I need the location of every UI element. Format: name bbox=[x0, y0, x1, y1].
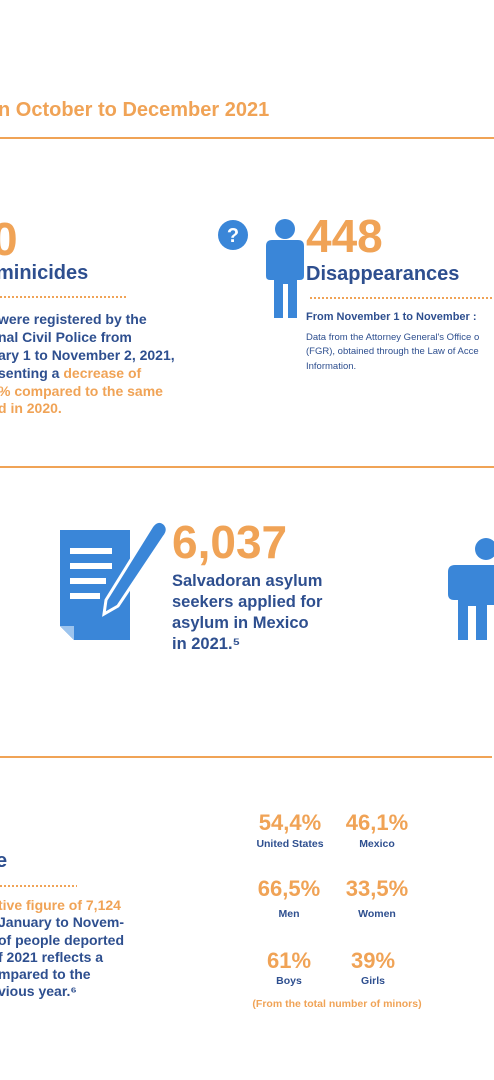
femicides-text: nal Civil Police from bbox=[0, 329, 132, 345]
stat-label: Mexico bbox=[359, 838, 395, 850]
document-icon bbox=[60, 519, 169, 640]
asylum-text: asylum in Mexico bbox=[172, 614, 309, 632]
stat-value: 46,1% bbox=[346, 810, 408, 835]
deportations-label: e bbox=[0, 850, 7, 872]
stat-note: (From the total number of minors) bbox=[252, 998, 421, 1010]
person-icon bbox=[266, 219, 304, 318]
femicides-text: % compared to the same bbox=[0, 383, 163, 399]
deportations-text: of people deported bbox=[0, 932, 124, 948]
asylum-text: Salvadoran asylum bbox=[172, 572, 322, 590]
femicides-text: senting a decrease of bbox=[0, 365, 142, 381]
stat-label: Girls bbox=[361, 975, 385, 987]
femicides-number: 0 bbox=[0, 213, 18, 265]
deportations-text: mpared to the bbox=[0, 966, 91, 982]
disappearances-source: (FGR), obtained through the Law of Acce bbox=[306, 346, 479, 357]
text-span: senting a bbox=[0, 365, 63, 381]
stat-label: Men bbox=[279, 908, 300, 920]
femicides-text: d in 2020. bbox=[0, 400, 62, 416]
disappearances-source: Information. bbox=[306, 361, 356, 372]
stat-value: 39% bbox=[351, 948, 395, 973]
person-icon bbox=[448, 538, 494, 640]
femicides-label: minicides bbox=[0, 262, 88, 284]
disappearances-number: 448 bbox=[306, 210, 383, 262]
disappearances-label: Disappearances bbox=[306, 263, 459, 285]
deportations-text: tive figure of 7,124 bbox=[0, 897, 121, 913]
stat-value: 61% bbox=[267, 948, 311, 973]
deportations-text: January to Novem- bbox=[0, 914, 124, 930]
asylum-text: in 2021.⁵ bbox=[172, 635, 240, 653]
stat-value: 33,5% bbox=[346, 876, 408, 901]
stat-label: Women bbox=[358, 908, 396, 920]
stat-label: Boys bbox=[276, 975, 302, 987]
stat-value: 54,4% bbox=[259, 810, 321, 835]
stat-label: United States bbox=[256, 838, 323, 850]
stat-value: 66,5% bbox=[258, 876, 320, 901]
deportations-text: vious year.⁶ bbox=[0, 983, 77, 999]
question-icon: ? bbox=[218, 220, 248, 250]
femicides-text: ary 1 to November 2, 2021, bbox=[0, 347, 175, 363]
deportations-text: f 2021 reflects a bbox=[0, 949, 103, 965]
page-title: n October to December 2021 bbox=[0, 99, 269, 121]
disappearances-source: Data from the Attorney General's Office … bbox=[306, 332, 479, 343]
asylum-text: seekers applied for bbox=[172, 593, 323, 611]
disappearances-period: From November 1 to November : bbox=[306, 311, 477, 323]
highlight: decrease of bbox=[63, 365, 141, 381]
svg-text:?: ? bbox=[227, 225, 239, 247]
femicides-text: were registered by the bbox=[0, 311, 147, 327]
asylum-number: 6,037 bbox=[172, 516, 287, 568]
